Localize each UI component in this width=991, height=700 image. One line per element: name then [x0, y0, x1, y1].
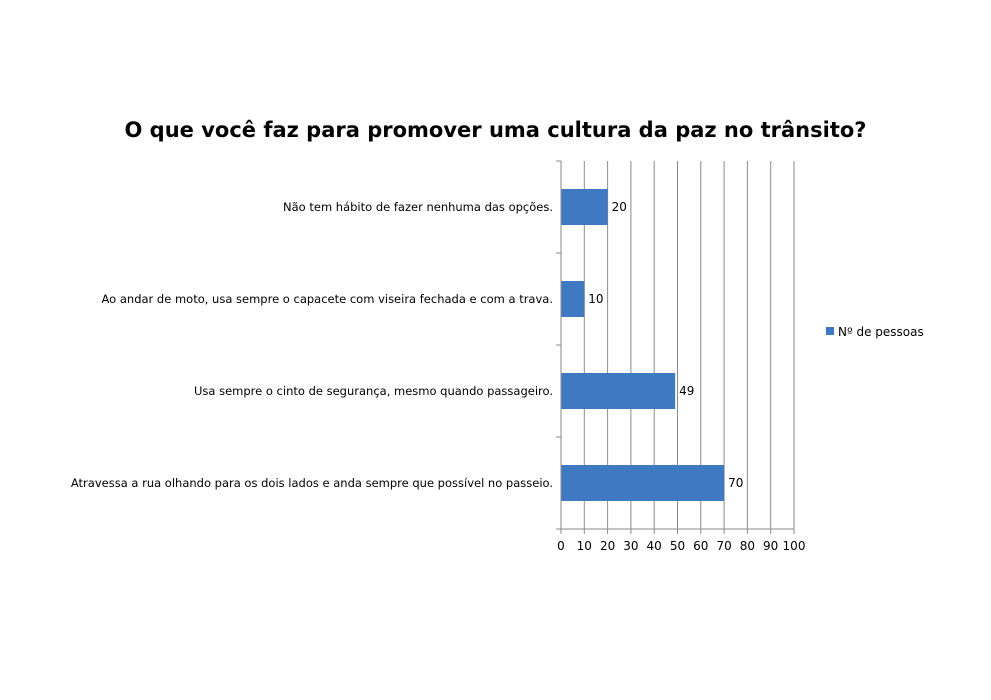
chart-title: O que você faz para promover uma cultura… [124, 118, 867, 142]
axes [556, 160, 795, 534]
x-tick-label: 70 [716, 539, 731, 553]
x-tick-labels: 0 10 20 30 40 50 60 70 80 90 100 [557, 539, 805, 553]
x-tick-label: 40 [647, 539, 662, 553]
data-label: 20 [612, 200, 627, 214]
category-label: Não tem hábito de fazer nenhuma das opçõ… [283, 200, 553, 214]
x-tick-label: 80 [740, 539, 755, 553]
x-tick-label: 30 [623, 539, 638, 553]
legend-label: Nº de pessoas [838, 325, 924, 339]
x-tick-label: 0 [557, 539, 565, 553]
x-tick-label: 60 [693, 539, 708, 553]
data-label: 49 [679, 384, 694, 398]
category-label: Usa sempre o cinto de segurança, mesmo q… [194, 384, 553, 398]
data-label: 10 [588, 292, 603, 306]
data-label: 70 [728, 476, 743, 490]
legend-swatch [826, 327, 834, 335]
bar [561, 465, 725, 501]
data-labels: 20 10 49 70 [588, 200, 743, 490]
x-tick-label: 20 [600, 539, 615, 553]
x-tick-label: 90 [763, 539, 778, 553]
category-labels: Não tem hábito de fazer nenhuma das opçõ… [71, 200, 553, 490]
bar [561, 281, 585, 317]
x-tick-label: 100 [783, 539, 806, 553]
category-label: Atravessa a rua olhando para os dois lad… [71, 476, 553, 490]
legend: Nº de pessoas [826, 325, 924, 339]
bars [561, 189, 725, 501]
x-tick-label: 50 [670, 539, 685, 553]
bar [561, 189, 608, 225]
x-tick-label: 10 [577, 539, 592, 553]
bar [561, 373, 676, 409]
category-label: Ao andar de moto, usa sempre o capacete … [102, 292, 554, 306]
